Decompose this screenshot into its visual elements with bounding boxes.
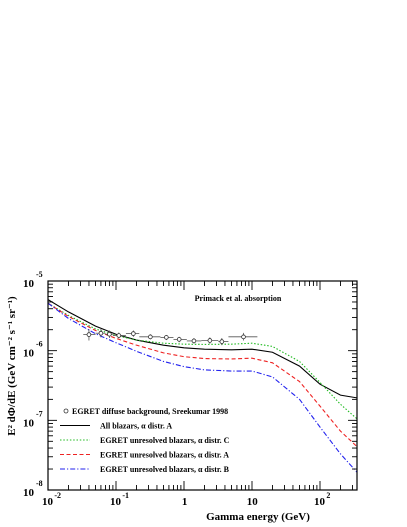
x-tick-label-5: 10: [314, 496, 326, 508]
egret-point-2: [95, 328, 106, 338]
y-axis-title: E² dΦ/dE (GeV cm⁻² s⁻¹ sr⁻¹): [6, 296, 18, 436]
legend-label-1: All blazars, α distr. A: [100, 422, 172, 431]
plot-frame: [47, 280, 358, 491]
legend-entry-1: All blazars, α distr. A: [60, 422, 172, 431]
egret-point-7: [160, 334, 174, 341]
legend-entry-3: EGRET unresolved blazars, α distr. A: [60, 451, 229, 460]
y-tick-label-4: 10: [23, 278, 35, 290]
egret-point-10: [201, 337, 219, 344]
axis-ticks: [47, 281, 357, 491]
y-tick-exponent-3: -6: [36, 340, 43, 349]
y-tick-label-2: 10: [23, 417, 35, 429]
legend-label-3: EGRET unresolved blazars, α distr. A: [100, 451, 229, 460]
egret-point-11: [218, 337, 229, 346]
legend-entry-2: EGRET unresolved blazars, α distr. C: [60, 436, 230, 445]
egret-point-6: [139, 334, 161, 340]
y-tick-exponent-2: -7: [36, 409, 43, 418]
egret-point-4: [112, 332, 126, 339]
y-tick-exponent-4: -5: [36, 270, 43, 279]
egret-point-3: [105, 330, 113, 338]
x-tick-label-2: 10: [110, 496, 122, 508]
egret-point-9: [186, 337, 202, 344]
legend-label-egret: EGRET diffuse background, Sreekumar 1998: [72, 407, 228, 416]
x-tick-exponent-2: -1: [122, 491, 129, 500]
legend-label-2: EGRET unresolved blazars, α distr. C: [100, 436, 230, 445]
x-tick-label-4: 10: [247, 496, 259, 508]
y-tick-label-3: 10: [23, 348, 35, 360]
legend-label-4: EGRET unresolved blazars, α distr. B: [100, 465, 230, 474]
egret-point-5: [125, 330, 140, 337]
x-tick-label-1: 10: [42, 496, 54, 508]
series-line-1: [48, 299, 357, 399]
egret-point-12: [228, 332, 258, 341]
x-axis-title: Gamma energy (GeV): [206, 511, 310, 523]
legend-entry-egret: EGRET diffuse background, Sreekumar 1998: [63, 407, 228, 416]
y-tick-label-1: 10: [23, 487, 35, 499]
egret-point-8: [173, 336, 187, 343]
egret-data-points: [83, 328, 258, 346]
series-line-4: [48, 302, 357, 473]
x-tick-exponent-5: 2: [326, 491, 330, 500]
y-tick-exponent-1: -8: [36, 479, 43, 488]
x-tick-label-3: 1: [182, 496, 188, 508]
x-tick-exponent-1: -2: [54, 491, 61, 500]
legend-entry-4: EGRET unresolved blazars, α distr. B: [60, 465, 230, 474]
egret-point-1: [83, 328, 96, 341]
legend: EGRET diffuse background, Sreekumar 1998…: [60, 407, 230, 474]
annotation-text: Primack et al. absorption: [195, 294, 282, 303]
